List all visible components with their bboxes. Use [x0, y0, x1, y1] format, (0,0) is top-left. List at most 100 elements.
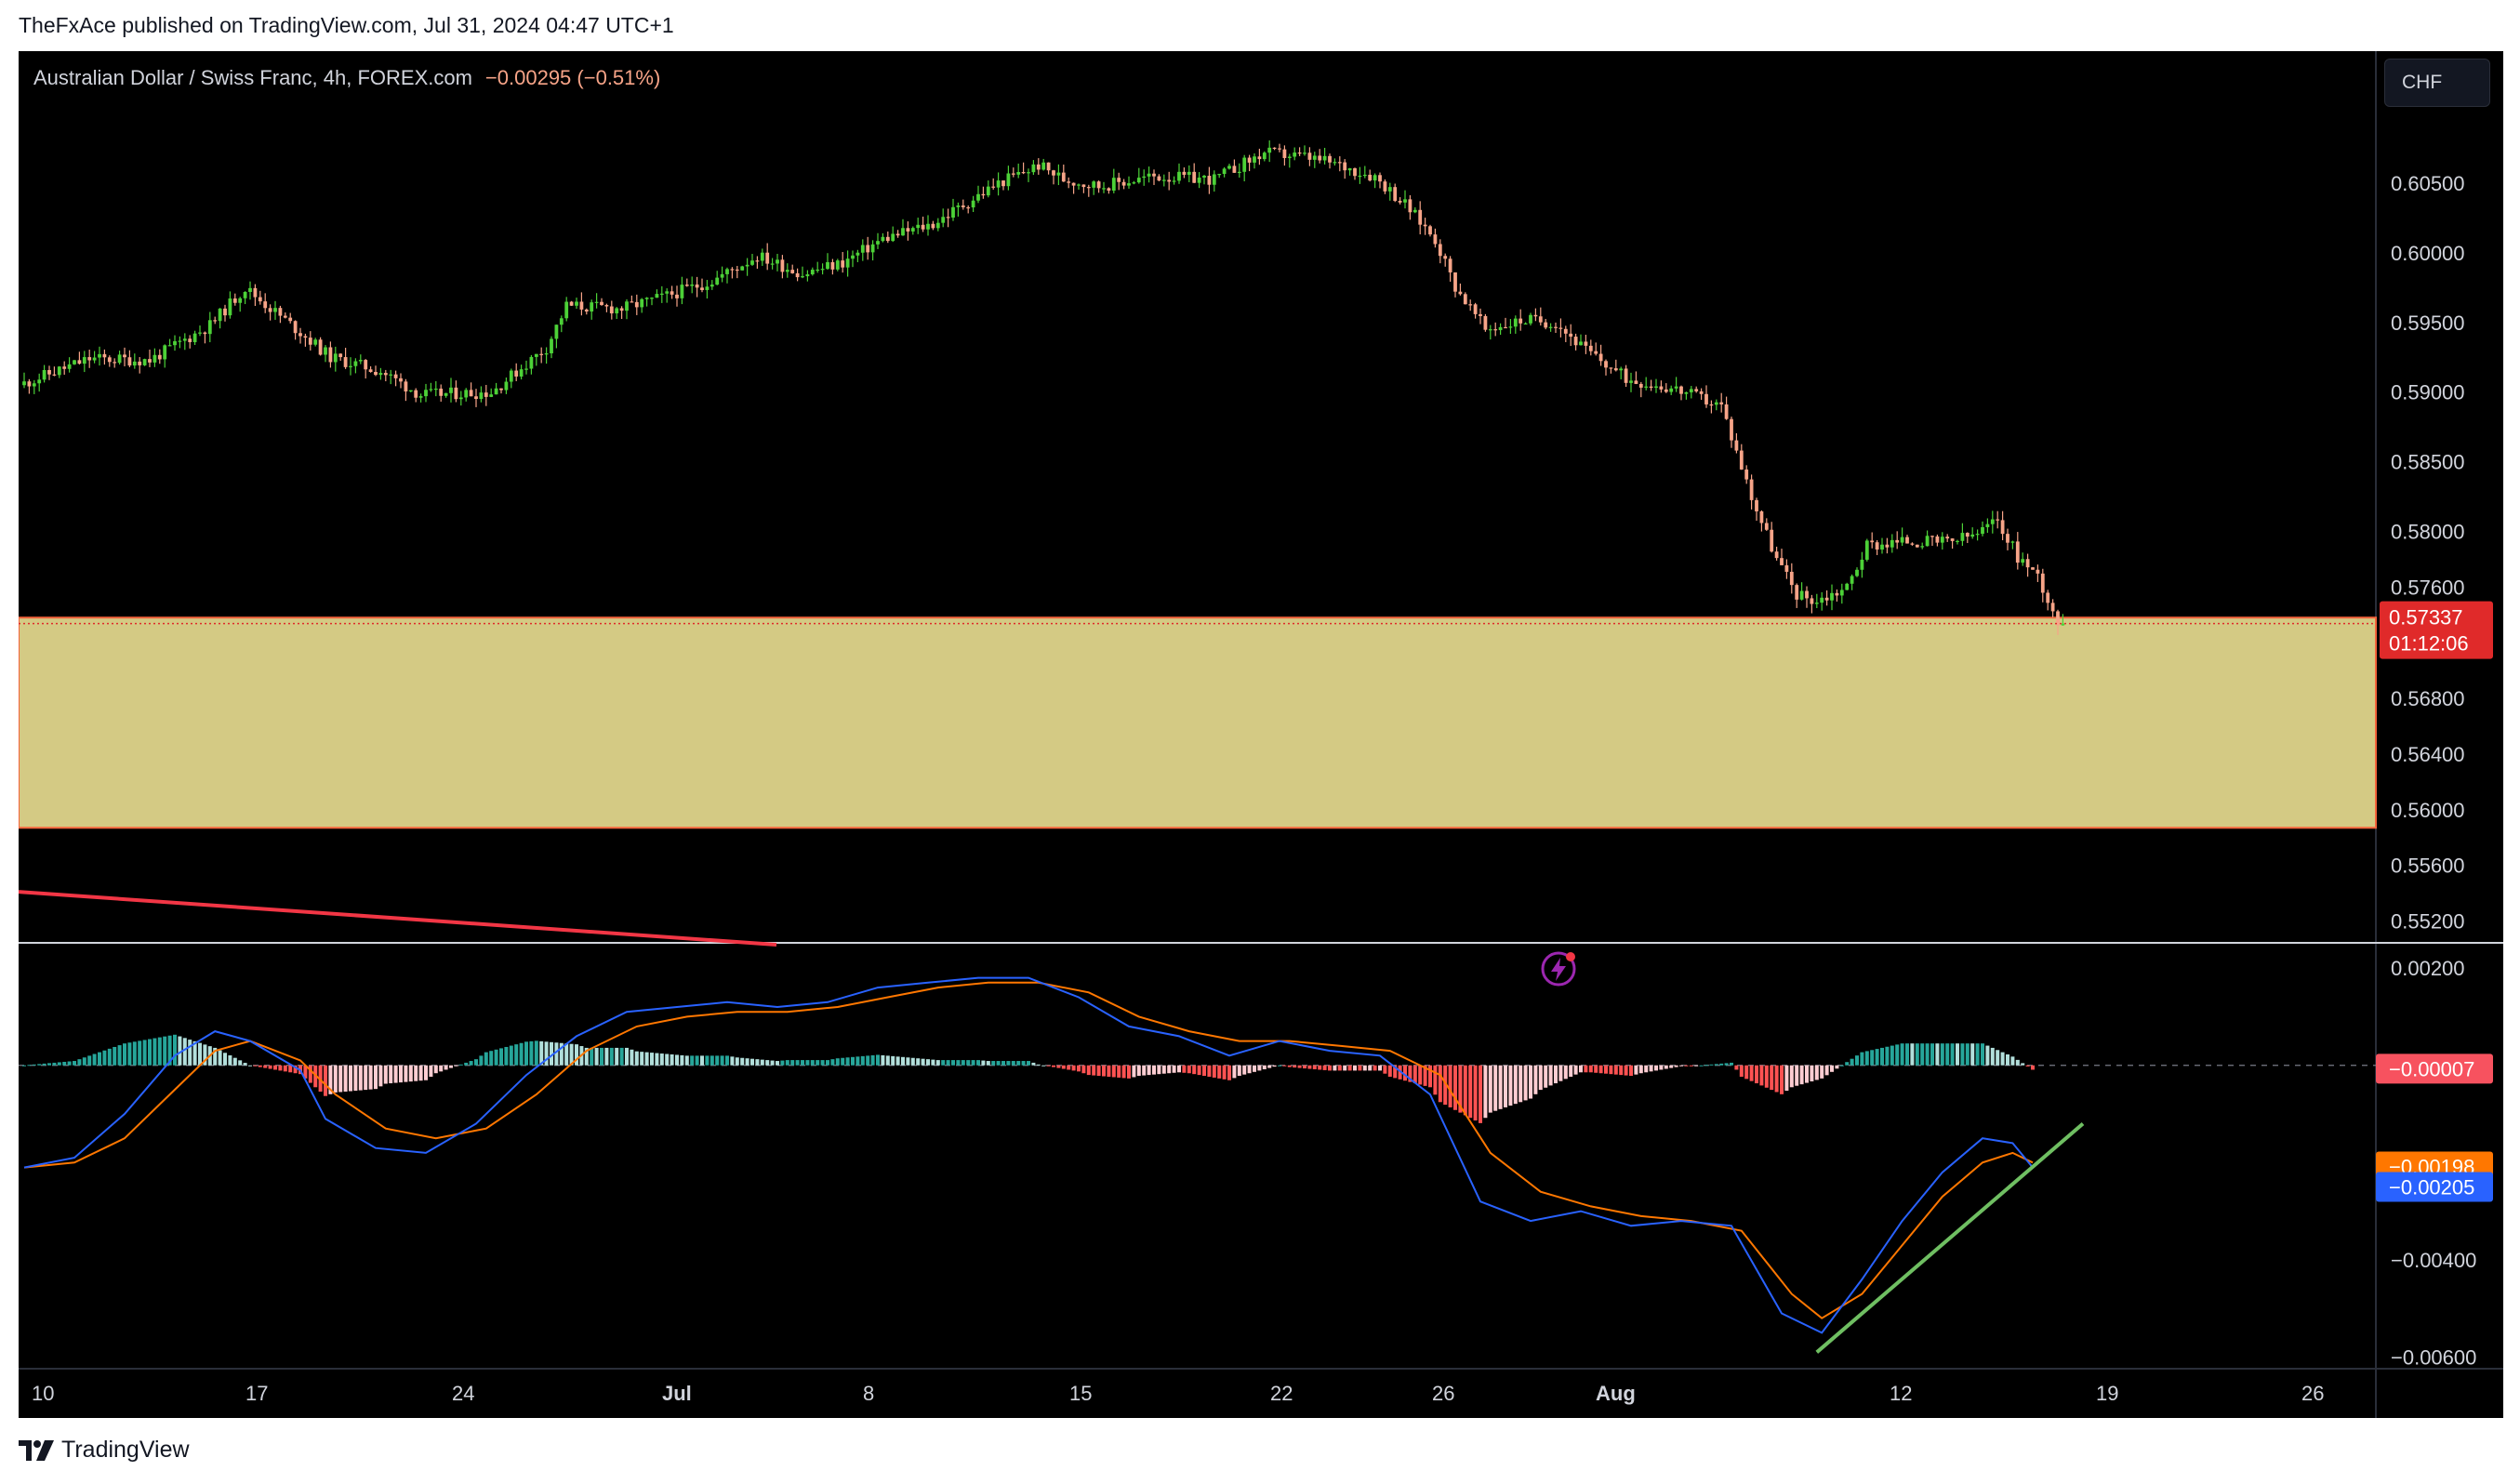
chart-container[interactable]: 0.60500 0.60000 0.59500 0.59000 0.58500 0.580… — [19, 51, 2503, 1418]
histogram-bar — [564, 1043, 569, 1066]
histogram-bar — [1242, 1065, 1247, 1075]
candle-body — [324, 347, 327, 355]
candle-body — [575, 301, 578, 306]
signal-line — [23, 981, 2034, 1319]
chart-canvas[interactable]: 0.60500 0.60000 0.59500 0.59000 0.58500 0.580… — [19, 51, 2503, 1418]
candle-body — [1343, 162, 1347, 171]
histogram-bar — [795, 1060, 800, 1066]
candle-body — [2025, 559, 2030, 568]
candle-body — [383, 373, 388, 376]
bar-countdown-label: 01:12:06 — [2389, 632, 2469, 656]
histogram-bar — [971, 1060, 975, 1066]
candles — [22, 140, 2065, 635]
histogram-bar — [615, 1047, 619, 1066]
tradingview-logo-icon — [19, 1439, 54, 1461]
candle-body — [554, 325, 559, 339]
histogram-bar — [1458, 1065, 1463, 1113]
macd-tick-label: 0.00200 — [2391, 957, 2465, 980]
histogram-bar — [1498, 1065, 1503, 1109]
candle-body — [1880, 544, 1884, 550]
lightning-icon[interactable] — [1540, 950, 1577, 987]
price-tick-label: 0.56000 — [2391, 799, 2465, 822]
candle-body — [1212, 174, 1216, 185]
histogram-bar — [1638, 1065, 1643, 1074]
candle-body — [655, 294, 659, 298]
candle-body — [368, 369, 373, 373]
price-tick-label: 0.58000 — [2391, 520, 2465, 543]
histogram-bar — [1463, 1065, 1467, 1116]
histogram-bar — [47, 1063, 51, 1066]
candle-body — [1784, 564, 1789, 572]
date-tick-label: Jul — [662, 1382, 692, 1405]
histogram-bar — [424, 1065, 428, 1080]
candle-body — [720, 273, 724, 278]
candle-body — [604, 305, 609, 307]
candle-body — [519, 369, 524, 377]
histogram-bar — [1408, 1065, 1413, 1082]
candle-body — [1604, 361, 1608, 368]
histogram-bar — [1207, 1065, 1212, 1077]
date-tick-label: 15 — [1069, 1382, 1092, 1405]
candle-body — [1438, 244, 1442, 257]
candle-body — [1634, 380, 1638, 384]
candle-body — [42, 369, 46, 380]
histogram-bar — [1272, 1065, 1277, 1067]
histogram-bar — [655, 1053, 659, 1066]
candle-body — [1900, 537, 1904, 543]
candle-body — [1795, 585, 1799, 600]
candle-body — [544, 353, 549, 355]
candle-body — [228, 298, 232, 316]
histogram-bar — [1588, 1065, 1593, 1073]
histogram-bar — [1895, 1044, 1900, 1066]
histogram-bar — [1604, 1065, 1608, 1074]
candle-body — [1046, 162, 1051, 171]
histogram-bar — [439, 1065, 444, 1072]
histogram-bar — [1839, 1065, 1844, 1067]
histogram-bar — [630, 1049, 634, 1066]
tradingview-logo[interactable]: TradingView — [19, 1437, 190, 1464]
histogram-bar — [659, 1053, 664, 1066]
candle-body — [1719, 402, 1724, 404]
candle-body — [1468, 304, 1473, 306]
histogram-bar — [935, 1060, 940, 1066]
histogram-bar — [881, 1054, 885, 1066]
candle-body — [1744, 469, 1749, 480]
histogram-bar — [770, 1060, 775, 1066]
date-tick-label: 17 — [245, 1382, 268, 1405]
candle-body — [1945, 537, 1950, 539]
candle-body — [1463, 294, 1467, 305]
candle-body — [835, 260, 840, 270]
candle-body — [1161, 179, 1166, 181]
candle-body — [1780, 558, 1784, 565]
histogram-bar — [469, 1061, 473, 1066]
candle-body — [1598, 353, 1603, 362]
macd-histogram — [22, 1034, 2035, 1123]
histogram-bar — [67, 1061, 72, 1066]
histogram-bar — [1529, 1065, 1532, 1099]
candle-body — [1870, 540, 1875, 543]
candle-body — [238, 298, 243, 303]
histogram-bar — [1127, 1065, 1131, 1079]
histogram-bar — [1634, 1065, 1638, 1075]
candle-body — [399, 378, 403, 382]
current-price-label: 0.57337 — [2389, 606, 2463, 629]
candle-body — [539, 353, 544, 355]
histogram-bar — [991, 1061, 996, 1066]
histogram-bar — [680, 1054, 684, 1066]
histogram-bar — [634, 1051, 639, 1066]
candle-body — [1533, 314, 1538, 317]
candle-body — [404, 381, 408, 391]
candle-body — [1353, 167, 1357, 177]
histogram-bar — [1584, 1065, 1588, 1073]
histogram-bar — [951, 1060, 955, 1066]
currency-button[interactable]: CHF — [2384, 59, 2490, 107]
histogram-bar — [1473, 1065, 1478, 1121]
candle-body — [750, 260, 754, 265]
candle-body — [52, 374, 57, 376]
candle-body — [1318, 155, 1322, 161]
histogram-bar — [981, 1060, 986, 1066]
candle-body — [680, 285, 684, 298]
candle-body — [449, 387, 453, 393]
histogram-bar — [1086, 1065, 1091, 1076]
histogram-bar — [127, 1042, 132, 1066]
